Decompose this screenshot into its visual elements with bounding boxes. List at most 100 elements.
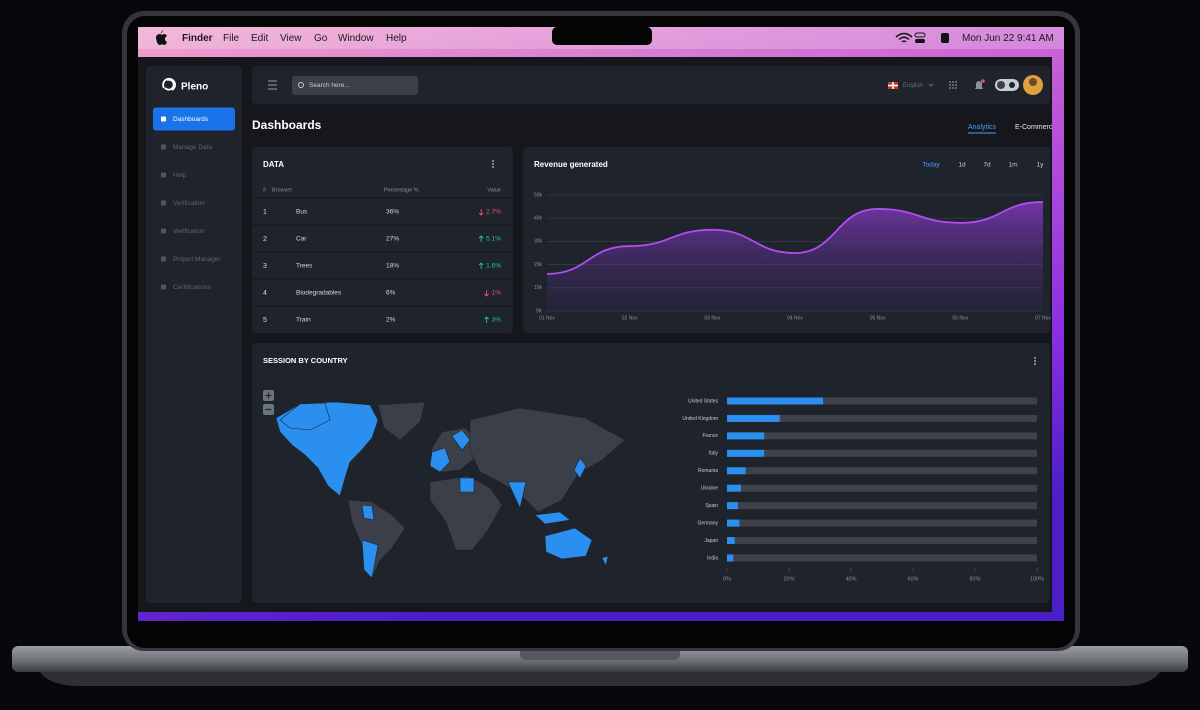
menu-item[interactable]: Go — [314, 33, 328, 44]
x-tick-label: 60% — [907, 576, 918, 582]
map-argentina[interactable] — [361, 539, 379, 579]
range-button[interactable]: 1m — [1008, 162, 1017, 169]
x-tick-label: 40% — [845, 576, 856, 582]
x-tick-label: 01 Nov — [539, 315, 555, 321]
search-placeholder[interactable]: Search here... — [309, 82, 350, 89]
map-new-zealand[interactable] — [601, 555, 609, 567]
apple-logo[interactable] — [156, 30, 167, 45]
map-japan[interactable] — [573, 457, 587, 479]
nav-item[interactable]: Certifications — [173, 284, 211, 291]
row-value: 2.7% — [486, 209, 501, 216]
language-select[interactable]: English — [903, 83, 923, 89]
range-button[interactable]: 1y — [1037, 162, 1045, 169]
nav-item[interactable]: Help — [173, 172, 187, 179]
more-menu[interactable] — [1034, 357, 1036, 365]
nav-icon — [161, 284, 166, 290]
theme-toggle-knob — [997, 81, 1005, 89]
map-canada[interactable] — [279, 402, 331, 431]
trend-arrow — [478, 262, 484, 269]
range-button[interactable]: Today — [922, 162, 940, 169]
map-peru[interactable] — [361, 504, 375, 521]
control-icon[interactable] — [915, 39, 925, 43]
wifi-icon[interactable] — [895, 32, 913, 43]
map-western-europe[interactable] — [429, 447, 451, 473]
apps-icon[interactable] — [949, 81, 957, 89]
range-button[interactable]: 7d — [983, 162, 991, 169]
row-value: 1% — [492, 290, 502, 297]
flag-cross — [888, 82, 898, 89]
row-browser: Trees — [296, 263, 313, 270]
map-egypt[interactable] — [459, 477, 475, 493]
tab[interactable]: E-Commerce — [1015, 124, 1056, 131]
row-percentage: 6% — [386, 290, 396, 297]
x-tick-label: 03 Nov — [704, 315, 720, 321]
bar[interactable] — [727, 554, 734, 562]
menu-item[interactable]: View — [280, 33, 302, 44]
trend-arrow — [484, 316, 489, 323]
nav-item[interactable]: Verification — [173, 228, 205, 235]
nav-item[interactable]: Project Manager — [173, 256, 222, 263]
y-tick-label: 20k — [534, 262, 543, 268]
world-map — [275, 401, 626, 579]
bar[interactable] — [727, 467, 746, 475]
tab[interactable]: Analytics — [968, 124, 997, 131]
control-icon[interactable] — [914, 32, 926, 38]
nav-item[interactable]: Verification — [173, 200, 205, 207]
topbar: Search here... English — [252, 66, 1050, 104]
menu-clock[interactable]: Mon Jun 22 9:41 AM — [962, 33, 1054, 44]
menu-toggle[interactable] — [268, 80, 277, 90]
theme-moon — [1009, 82, 1015, 88]
map-indonesia[interactable] — [534, 511, 571, 525]
bar[interactable] — [727, 502, 738, 510]
bar-track — [727, 519, 1037, 527]
bar[interactable] — [727, 484, 741, 492]
x-tick-label: 06 Nov — [952, 315, 968, 321]
map-south-america[interactable] — [347, 499, 406, 579]
menu-item[interactable]: Window — [338, 33, 374, 44]
bar[interactable] — [727, 519, 740, 527]
x-tick-label: 100% — [1030, 576, 1044, 582]
trend-arrow — [478, 209, 484, 216]
more-menu[interactable] — [492, 160, 494, 168]
camera-notch — [552, 27, 652, 45]
notification-bell[interactable] — [975, 81, 983, 89]
notification-dot — [981, 79, 985, 83]
bar[interactable] — [727, 432, 765, 440]
revenue-line — [546, 201, 1044, 275]
y-tick-label: 40k — [534, 216, 543, 222]
bar[interactable] — [727, 397, 824, 405]
bar[interactable] — [727, 414, 780, 422]
bar-track — [727, 449, 1037, 457]
bar[interactable] — [727, 449, 765, 457]
bar[interactable] — [727, 537, 735, 545]
panel-title: Revenue generated — [534, 160, 608, 169]
app-window: Pleno Dashboards Manage Data Help Verificat… — [138, 57, 1056, 612]
map-asia[interactable] — [469, 407, 626, 513]
column-header: Browser — [272, 187, 292, 193]
menu-item[interactable]: Help — [386, 33, 407, 44]
search-box[interactable] — [292, 76, 418, 95]
country-label: Japan — [704, 538, 718, 544]
control-center-icon[interactable] — [941, 33, 949, 43]
nav-item[interactable]: Dashboards — [173, 116, 209, 123]
map-greenland[interactable] — [377, 401, 426, 441]
column-header: # — [263, 187, 267, 193]
brand-name: Pleno — [181, 82, 208, 93]
menu-item[interactable]: File — [223, 33, 240, 44]
menu-item[interactable]: Edit — [251, 33, 268, 44]
range-button[interactable]: 1d — [958, 162, 966, 169]
menu-app[interactable]: Finder — [182, 33, 213, 44]
sidebar: Pleno Dashboards Manage Data Help Verificat… — [146, 66, 242, 603]
map-australia[interactable] — [544, 527, 593, 560]
tabs: Analytics E-Commerce — [968, 124, 1056, 134]
laptop-base-lip — [40, 672, 1160, 686]
x-tick-label: 04 Nov — [787, 315, 803, 321]
nav-icon — [161, 228, 166, 234]
map-india[interactable] — [507, 481, 527, 509]
nav-item[interactable]: Manage Data — [173, 144, 212, 151]
y-tick-label: 30k — [534, 239, 543, 245]
map-africa[interactable] — [429, 475, 503, 551]
row-percentage: 36% — [386, 209, 399, 216]
search-icon — [298, 82, 304, 88]
